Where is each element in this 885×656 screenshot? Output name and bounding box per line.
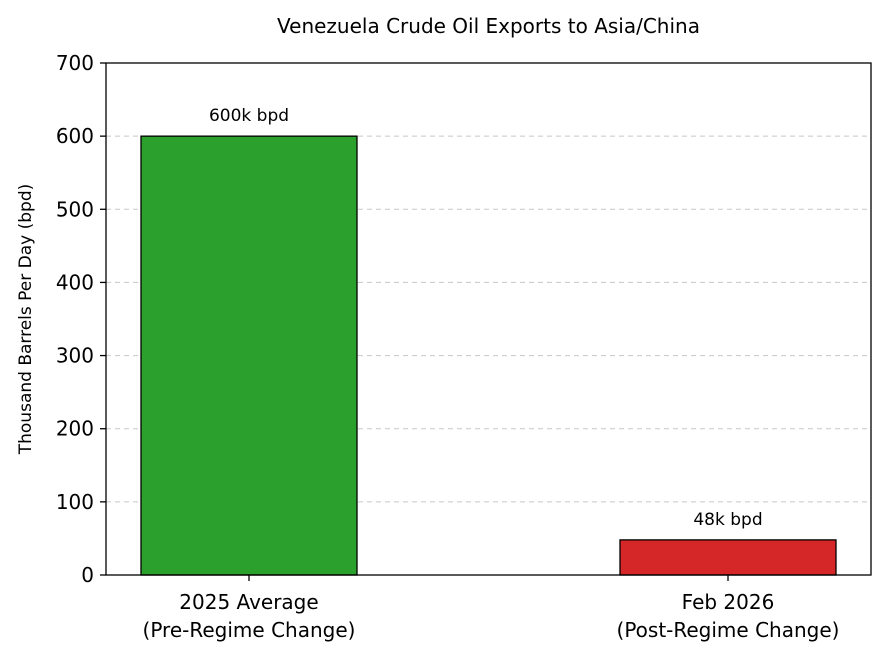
- y-tick-label: 300: [56, 344, 94, 368]
- data-labels: 600k bpd 48k bpd: [209, 106, 763, 530]
- y-tick-label: 200: [56, 417, 94, 441]
- y-tick-label: 400: [56, 270, 94, 294]
- plot-frame: [105, 62, 872, 576]
- x-tick-label: (Pre-Regime Change): [143, 618, 356, 642]
- y-axis-ticks: 0 100 200 300 400 500 600 700: [56, 51, 106, 587]
- y-tick-label: 600: [56, 124, 94, 148]
- data-label: 600k bpd: [209, 106, 289, 126]
- bar-2: [619, 539, 837, 576]
- x-tick-label: (Post-Regime Change): [617, 618, 840, 642]
- y-tick-label: 0: [81, 563, 94, 587]
- y-tick-label: 500: [56, 197, 94, 221]
- x-axis-ticks: 2025 Average (Pre-Regime Change) Feb 2026 (…: [143, 575, 840, 642]
- y-axis-label: Thousand Barrels Per Day (bpd): [16, 184, 36, 456]
- data-label: 48k bpd: [693, 510, 762, 530]
- chart-title: Venezuela Crude Oil Exports to Asia/Chin…: [277, 14, 700, 38]
- y-tick-label: 100: [56, 490, 94, 514]
- x-tick-label: Feb 2026: [682, 590, 775, 614]
- x-tick-label: 2025 Average: [179, 590, 318, 614]
- y-tick-label: 700: [56, 51, 94, 75]
- bar-1: [140, 135, 358, 576]
